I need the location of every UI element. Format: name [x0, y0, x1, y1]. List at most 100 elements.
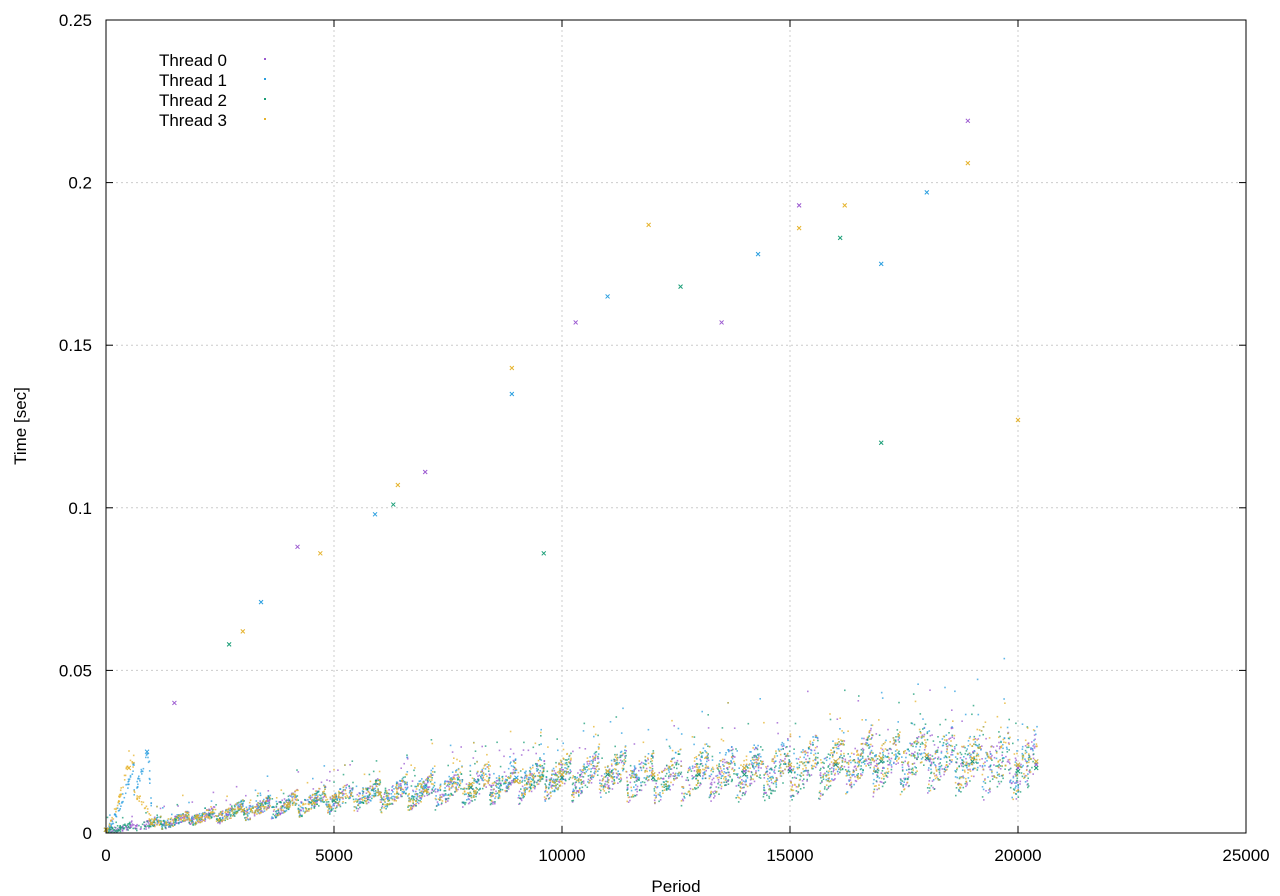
cloud-point: [409, 808, 412, 810]
cloud-point: [514, 771, 516, 774]
cloud-point: [977, 738, 980, 740]
cloud-point: [275, 800, 278, 803]
cloud-point: [619, 776, 622, 779]
cloud-point: [149, 778, 151, 781]
cloud-point: [814, 762, 817, 765]
cloud-point: [537, 779, 540, 782]
cloud-point: [842, 757, 844, 760]
cloud-point: [876, 776, 879, 778]
cloud-point: [300, 802, 303, 804]
cloud-point: [428, 793, 430, 796]
cloud-point: [307, 799, 309, 801]
cloud-point: [120, 787, 122, 789]
cloud-point: [427, 777, 429, 780]
cloud-point: [447, 784, 449, 786]
cloud-point: [589, 756, 591, 758]
cloud-point: [837, 773, 840, 775]
cloud-point: [960, 765, 963, 767]
cloud-point: [809, 740, 812, 743]
cloud-point: [1015, 792, 1017, 795]
cloud-point: [645, 777, 648, 779]
cloud-point: [274, 816, 277, 819]
cloud-point: [914, 741, 916, 743]
cloud-point: [613, 778, 615, 781]
cloud-point: [456, 778, 459, 781]
cloud-point: [649, 769, 651, 772]
cloud-point: [331, 809, 333, 811]
cloud-point: [324, 793, 327, 796]
cloud-point: [218, 814, 220, 816]
cloud-point: [869, 738, 871, 740]
cloud-point: [825, 775, 828, 778]
cloud-point: [683, 792, 685, 795]
cloud-point: [733, 770, 735, 772]
cloud-point: [865, 741, 867, 744]
cloud-point: [363, 773, 366, 776]
cloud-point: [1017, 784, 1019, 786]
cloud-point: [241, 804, 244, 806]
cloud-point: [890, 771, 893, 774]
cloud-point: [604, 780, 607, 783]
cloud-point: [629, 781, 632, 784]
cloud-point: [906, 781, 909, 784]
cloud-point: [973, 775, 975, 778]
cloud-point: [869, 729, 872, 732]
cloud-point: [338, 798, 341, 801]
cloud-point: [908, 768, 910, 771]
cloud-point: [734, 756, 736, 758]
cloud-point: [799, 756, 801, 758]
cloud-point: [121, 816, 124, 819]
cloud-point: [126, 824, 129, 826]
cloud-point: [506, 787, 508, 790]
cloud-point: [272, 813, 275, 816]
cloud-point: [604, 785, 606, 787]
cloud-point: [803, 761, 806, 764]
cloud-point: [208, 817, 211, 820]
cloud-point: [878, 762, 880, 765]
cloud-point: [556, 783, 559, 785]
cloud-point: [563, 782, 566, 785]
cloud-point: [853, 753, 855, 755]
cloud-point: [665, 785, 668, 788]
cloud-point: [297, 809, 300, 812]
cloud-point: [835, 744, 838, 746]
cloud-point: [376, 783, 378, 785]
cloud-point: [951, 736, 954, 738]
cloud-point: [894, 758, 897, 760]
cloud-point: [597, 770, 599, 772]
cloud-point: [867, 755, 869, 758]
cloud-point: [423, 795, 426, 797]
cloud-point: [448, 793, 450, 796]
cloud-point: [160, 821, 162, 824]
cloud-point: [261, 801, 264, 804]
cloud-point: [663, 784, 665, 786]
cloud-point: [1028, 754, 1030, 757]
cloud-point: [972, 738, 975, 741]
cloud-point: [831, 756, 834, 758]
cloud-point: [470, 794, 473, 797]
cloud-point: [214, 808, 217, 811]
cloud-point: [233, 808, 235, 811]
cloud-point: [417, 782, 419, 785]
cloud-point: [127, 825, 130, 828]
cloud-point: [1027, 742, 1030, 744]
cloud-point: [116, 831, 119, 833]
cloud-point: [744, 792, 746, 794]
cloud-point: [560, 760, 563, 763]
cloud-point: [580, 781, 583, 784]
cloud-point: [550, 795, 552, 797]
cloud-point: [395, 800, 397, 802]
cloud-point: [598, 743, 601, 746]
cloud-point: [798, 735, 801, 738]
cloud-point: [615, 764, 617, 766]
cloud-point: [583, 772, 586, 774]
cloud-point: [889, 747, 891, 750]
cloud-point: [575, 781, 577, 783]
cloud-point: [962, 777, 965, 779]
cloud-point: [696, 763, 699, 765]
cloud-point: [584, 766, 586, 769]
cloud-point: [503, 755, 505, 758]
cloud-point: [451, 785, 453, 788]
cloud-point: [700, 756, 703, 758]
cloud-point: [296, 795, 299, 797]
